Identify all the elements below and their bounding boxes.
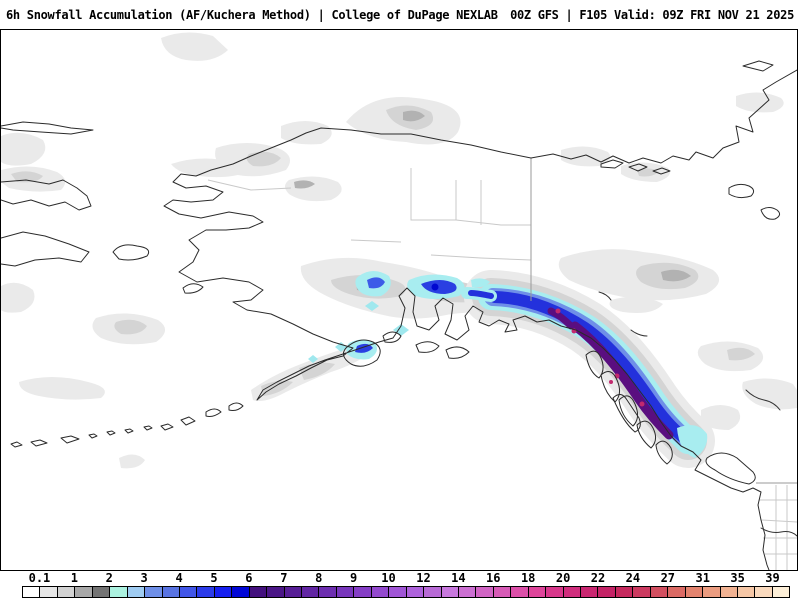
colorbar-segment [23, 587, 41, 597]
colorbar-segment [668, 587, 686, 597]
colorbar-segment [406, 587, 425, 597]
product-title: 6h Snowfall Accumulation (AF/Kuchera Met… [6, 7, 498, 22]
colorbar-segment [179, 587, 198, 597]
colorbar-segment [598, 587, 616, 597]
colorbar-segment [441, 587, 459, 597]
vancouver-island [705, 452, 756, 485]
colorbar-segment [127, 587, 146, 597]
colorbar-tick-label: 18 [520, 571, 536, 585]
colorbar-tick-label: 8 [315, 571, 323, 585]
colorbar-tick-label: 5 [210, 571, 218, 585]
colorbar-tick-label: 31 [695, 571, 710, 585]
colorbar-segment [162, 587, 180, 597]
colorbar-segment [650, 587, 669, 597]
colorbar-segment [40, 587, 58, 597]
colorbar-segment [772, 587, 790, 597]
colorbar-segment [511, 587, 529, 597]
haida-gwaii [612, 394, 641, 433]
colorbar-segment [685, 587, 704, 597]
colorbar-tick-label: 14 [451, 571, 466, 585]
alaska-mainland-coast [163, 69, 797, 570]
colorbar-tick-label: 9 [350, 571, 358, 585]
colorbar-tick-label: 20 [555, 571, 571, 585]
colorbar-tick-label: 3 [140, 571, 148, 585]
coastlines [1, 60, 797, 570]
colorbar-legend: 0.1 1 2 3 4 5 6 7 8 9 10 12 14 16 18 20 22 24 27 31 35 39 [0, 571, 800, 600]
colorbar-segment [493, 587, 512, 597]
colorbar-segment [563, 587, 581, 597]
colorbar-segment [720, 587, 738, 597]
colorbar-segment [633, 587, 651, 597]
snow-swath-coastal [461, 270, 715, 468]
colorbar-tick-label: 22 [590, 571, 606, 585]
colorbar-segment [57, 587, 76, 597]
colorbar [22, 586, 790, 598]
title-bar: 6h Snowfall Accumulation (AF/Kuchera Met… [0, 0, 800, 29]
colorbar-segment [197, 587, 215, 597]
russia-chukotka-coast [1, 121, 94, 135]
map-frame [0, 29, 798, 571]
colorbar-segment [92, 587, 111, 597]
colorbar-segment [371, 587, 390, 597]
st-lawrence-island [112, 244, 150, 261]
colorbar-segment [424, 587, 442, 597]
forecast-map [1, 32, 797, 570]
colorbar-segment [354, 587, 372, 597]
colorbar-tick-label: 6 [245, 571, 253, 585]
colorbar-segment [302, 587, 320, 597]
aleutian-islands [10, 402, 244, 448]
colorbar-tick-label: 12 [416, 571, 431, 585]
colorbar-tick-label: 2 [105, 571, 113, 585]
colorbar-segment [615, 587, 634, 597]
valid-time-label: 00Z GFS | F105 Valid: 09Z FRI NOV 21 202… [510, 7, 794, 22]
colorbar-segment [755, 587, 773, 597]
colorbar-segment [703, 587, 721, 597]
river-lines [598, 291, 797, 537]
colorbar-tick-label: 10 [381, 571, 396, 585]
colorbar-segment [737, 587, 756, 597]
colorbar-tick-label: 35 [730, 571, 745, 585]
boundary-lines-light [207, 158, 797, 570]
colorbar-segment [319, 587, 337, 597]
colorbar-segment [249, 587, 268, 597]
colorbar-segment [267, 587, 285, 597]
colorbar-tick-label: 39 [765, 571, 780, 585]
colorbar-segment [75, 587, 93, 597]
colorbar-tick-labels: 0.1 1 2 3 4 5 6 7 8 9 10 12 14 16 18 20 22 24 27 31 35 39 [22, 572, 790, 585]
colorbar-segment [145, 587, 163, 597]
colorbar-segment [528, 587, 547, 597]
colorbar-tick-label: 7 [280, 571, 288, 585]
colorbar-segment [581, 587, 599, 597]
colorbar-segment [232, 587, 250, 597]
colorbar-segment [336, 587, 355, 597]
colorbar-segment [546, 587, 564, 597]
colorbar-tick-label: 24 [625, 571, 641, 585]
colorbar-segment [110, 587, 128, 597]
colorbar-tick-label: 4 [175, 571, 183, 585]
colorbar-segment [458, 587, 477, 597]
kodiak-archipelago [342, 331, 470, 367]
colorbar-segment [284, 587, 302, 597]
colorbar-tick-label: 0.1 [28, 571, 51, 585]
colorbar-tick-label: 1 [70, 571, 78, 585]
colorbar-tick-label: 27 [660, 571, 676, 585]
colorbar-segment [476, 587, 494, 597]
colorbar-segment [389, 587, 407, 597]
colorbar-tick-label: 16 [486, 571, 501, 585]
colorbar-segment [214, 587, 233, 597]
